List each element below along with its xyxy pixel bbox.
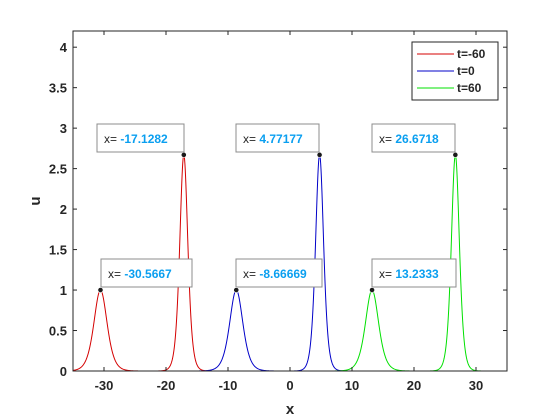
legend-item[interactable]: t=60 [417,81,482,95]
legend-label: t=-60 [457,47,486,61]
datatip-box [100,258,193,288]
datatip-box [371,258,457,288]
x-tick-label: -30 [95,378,114,393]
x-tick-label: 20 [407,378,421,393]
datatip-box [371,123,456,153]
y-tick-label: 2 [60,202,67,217]
legend-item[interactable]: t=0 [417,64,475,78]
datatip-label: x= 4.77177 [243,132,303,146]
datatip-box [235,123,320,153]
y-tick-label: 0.5 [49,324,67,339]
y-axis-label: u [27,196,44,205]
datatip[interactable]: x= 4.77177 [235,123,323,158]
datatip-marker [452,151,459,158]
datatip-marker [233,287,240,293]
datatip[interactable]: x= 26.6718 [371,123,459,158]
x-tick-label: -20 [157,378,176,393]
datatip-marker [97,287,104,293]
datatip-marker [180,151,187,158]
y-tick-label: 2.5 [49,162,67,177]
legend-label: t=0 [457,64,475,78]
x-tick-label: 30 [469,378,483,393]
tick-marks [73,31,507,372]
datatip[interactable]: x= -30.5667 [97,258,193,293]
datatip-label: x= 26.6718 [379,132,439,146]
x-tick-label: 10 [345,378,359,393]
datatip-label: x= 13.2333 [379,267,439,281]
x-tick-label: -10 [219,378,238,393]
datatip-marker [369,287,375,293]
datatip-box [96,123,185,153]
y-tick-label: 1 [60,283,67,298]
y-tick-label: 3 [60,121,67,136]
datatip-marker [316,151,323,158]
y-tick-label: 1.5 [49,243,67,258]
datatip-label: x= -8.66669 [243,267,307,281]
datatip-label: x= -17.1282 [104,132,168,146]
legend[interactable]: t=-60 t=0 t=60 [411,41,499,101]
x-tick-label: 0 [286,378,293,393]
legend-item[interactable]: t=-60 [417,47,486,61]
y-tick-label: 0 [60,364,67,379]
x-axis-label: x [286,401,295,418]
tick-labels: -30 -20 -10 0 10 20 30 0 0.5 1 1.5 2 2.5 3 3.5 4 [49,40,483,393]
datatip-annotations[interactable]: x= -30.5667 x= -17.1282 x= -8.66669 x= 4.77… [96,123,459,293]
datatip[interactable]: x= 13.2333 [369,258,457,293]
datatip[interactable]: x= -8.66669 [233,258,323,293]
datatip-box [235,258,323,288]
y-tick-label: 3.5 [49,81,67,96]
datatip[interactable]: x= -17.1282 [96,123,187,158]
y-tick-label: 4 [60,40,68,55]
datatip-label: x= -30.5667 [108,267,172,281]
legend-label: t=60 [457,81,482,95]
